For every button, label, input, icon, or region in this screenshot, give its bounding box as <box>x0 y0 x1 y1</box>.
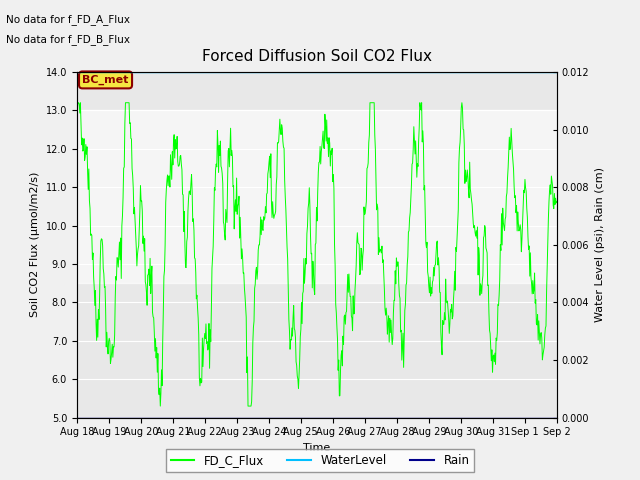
Text: BC_met: BC_met <box>83 75 129 85</box>
Bar <box>77 110 557 283</box>
Text: No data for f_FD_B_Flux: No data for f_FD_B_Flux <box>6 34 131 45</box>
Title: Forced Diffusion Soil CO2 Flux: Forced Diffusion Soil CO2 Flux <box>202 49 432 64</box>
Legend: FD_C_Flux, WaterLevel, Rain: FD_C_Flux, WaterLevel, Rain <box>166 449 474 472</box>
Y-axis label: Soil CO2 Flux (μmol/m2/s): Soil CO2 Flux (μmol/m2/s) <box>30 172 40 317</box>
X-axis label: Time: Time <box>303 443 330 453</box>
Text: No data for f_FD_A_Flux: No data for f_FD_A_Flux <box>6 14 131 25</box>
Y-axis label: Water Level (psi), Rain (cm): Water Level (psi), Rain (cm) <box>595 168 605 322</box>
